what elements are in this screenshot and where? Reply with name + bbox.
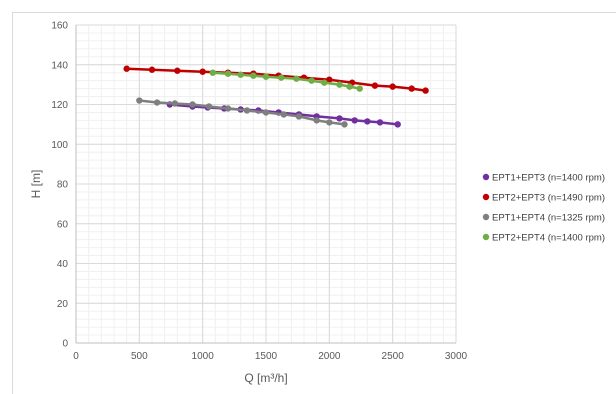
- y-tick-label: 40: [57, 259, 69, 270]
- series-marker: [293, 75, 300, 82]
- chart-frame: [12, 12, 616, 394]
- y-tick-label: 20: [57, 299, 69, 310]
- series-marker: [136, 97, 143, 104]
- y-tick-label: 120: [51, 100, 68, 111]
- series-marker: [174, 67, 181, 74]
- legend-marker: [482, 193, 490, 201]
- series-marker: [394, 121, 401, 128]
- legend-marker: [482, 213, 490, 221]
- series-group: [136, 97, 348, 128]
- y-tick-label: 80: [57, 180, 69, 191]
- series-marker: [205, 103, 213, 110]
- series-marker: [295, 113, 303, 120]
- legend-label: EPT1+EPT4 (n=1325 rpm): [492, 213, 605, 224]
- y-tick-label: 140: [51, 60, 68, 71]
- series-marker: [199, 68, 206, 75]
- x-tick-label: 0: [73, 351, 79, 362]
- series-marker: [237, 71, 244, 78]
- series-marker: [224, 105, 232, 112]
- series-group: [209, 69, 363, 92]
- y-tick-label: 160: [51, 21, 68, 32]
- x-tick-label: 1000: [192, 351, 215, 362]
- series-marker: [280, 111, 287, 118]
- series-group: [123, 65, 429, 94]
- series-marker: [123, 65, 130, 72]
- y-tick-label: 0: [62, 339, 68, 350]
- series-marker: [262, 109, 270, 116]
- x-tick-label: 3000: [445, 351, 468, 362]
- series-marker: [351, 117, 358, 124]
- series-marker: [189, 101, 196, 108]
- series-marker: [171, 100, 178, 107]
- legend-marker: [482, 173, 490, 181]
- series-marker: [209, 69, 216, 76]
- series-marker: [326, 76, 333, 83]
- legend-label: EPT1+EPT3 (n=1400 rpm): [492, 173, 605, 184]
- series-marker: [371, 82, 379, 89]
- series-marker: [376, 119, 384, 126]
- series-marker: [364, 118, 371, 125]
- series-marker: [224, 70, 232, 77]
- x-axis-title: Q [m³/h]: [244, 371, 287, 385]
- legend: EPT1+EPT3 (n=1400 rpm) EPT2+EPT3 (n=1490 …: [482, 173, 605, 244]
- series-marker: [326, 119, 333, 126]
- series-marker: [356, 85, 363, 92]
- series-marker: [321, 79, 328, 86]
- legend-marker: [482, 233, 490, 241]
- series-marker: [346, 83, 353, 90]
- legend-label: EPT2+EPT4 (n=1400 rpm): [492, 233, 605, 244]
- series-marker: [336, 81, 343, 88]
- y-tick-label: 100: [51, 140, 68, 151]
- series-marker: [408, 85, 415, 92]
- series-marker: [250, 72, 257, 79]
- series-line: [126, 67, 426, 92]
- series-marker: [422, 87, 429, 94]
- series-marker: [148, 66, 156, 73]
- series-layer: [123, 65, 429, 128]
- legend-label: EPT2+EPT3 (n=1490 rpm): [492, 193, 605, 204]
- y-tick-label: 60: [57, 219, 69, 230]
- series-marker: [308, 77, 315, 84]
- series-marker: [243, 107, 251, 114]
- axes: [75, 25, 456, 344]
- x-tick-label: 2000: [318, 351, 341, 362]
- series-marker: [278, 74, 285, 81]
- series-marker: [313, 117, 320, 124]
- series-marker: [262, 73, 270, 80]
- series-marker: [153, 99, 161, 106]
- x-tick-label: 2500: [382, 351, 405, 362]
- x-tick-label: 500: [131, 351, 148, 362]
- x-tick-label: 1500: [255, 351, 278, 362]
- y-axis-title: H [m]: [29, 170, 43, 199]
- series-marker: [389, 83, 396, 90]
- series-marker: [341, 121, 348, 128]
- series-marker: [336, 115, 343, 122]
- ticks: 0 500 1000 1500 2000 2500 3000 0 20 40 60 80 100 120 1…: [51, 21, 467, 363]
